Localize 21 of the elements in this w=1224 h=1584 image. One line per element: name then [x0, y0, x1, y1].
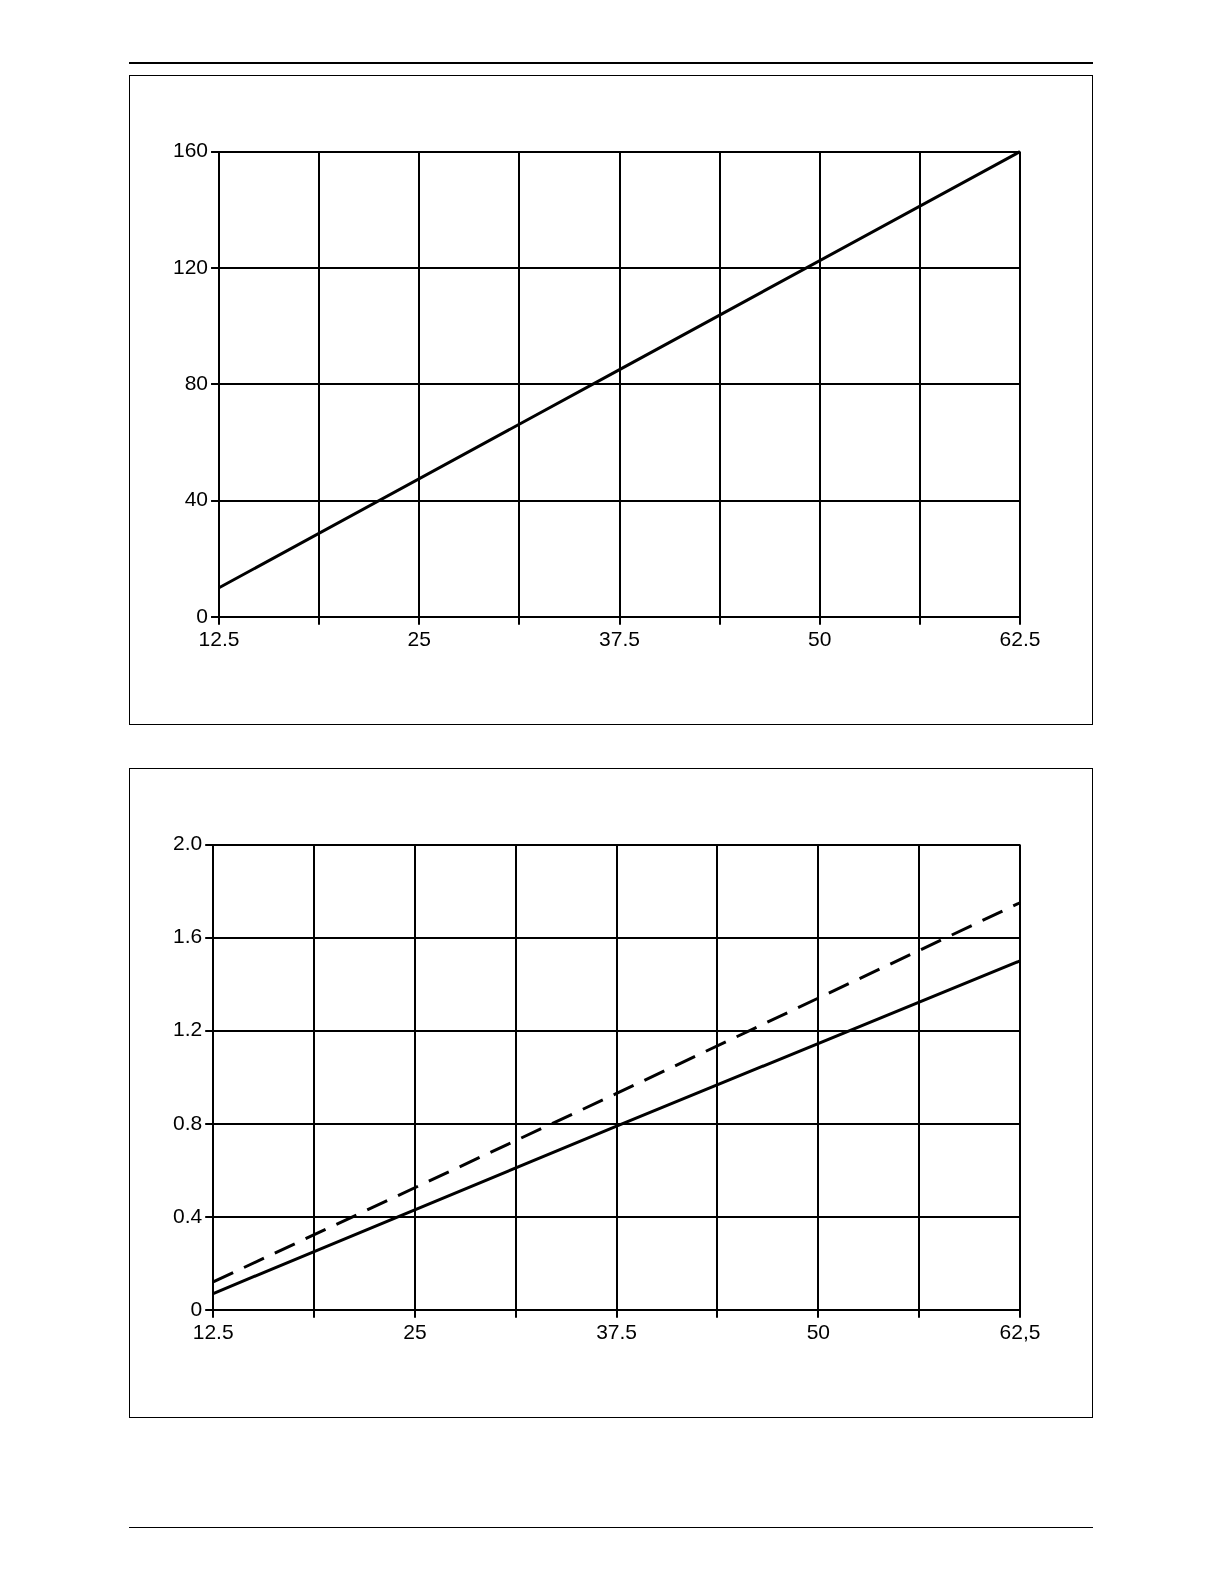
x-tick-label: 50	[808, 627, 832, 651]
y-tick-label: 0	[190, 1296, 203, 1320]
y-tick-label: 120	[172, 254, 209, 278]
y-tick-label: 1.6	[172, 924, 203, 948]
y-tick-label: 40	[184, 487, 209, 511]
x-tick-label: 62,5	[999, 1320, 1041, 1344]
x-tick-label: 37.5	[596, 1320, 638, 1344]
x-tick-label: 50	[806, 1320, 830, 1344]
y-tick-label: 80	[184, 371, 209, 394]
y-tick-label: 0.4	[172, 1203, 203, 1227]
y-tick-label: 0.8	[172, 1110, 203, 1134]
y-tick-label: 0	[196, 603, 209, 627]
y-tick-label: 1.2	[172, 1017, 203, 1041]
y-tick-label: 2.0	[172, 831, 203, 855]
x-tick-label: 12.5	[198, 627, 240, 651]
x-tick-label: 62.5	[999, 627, 1041, 651]
x-tick-label: 25	[403, 1320, 427, 1344]
x-tick-label: 37.5	[599, 627, 640, 651]
y-tick-label: 160	[172, 138, 209, 162]
x-tick-label: 12.5	[192, 1320, 234, 1344]
x-tick-label: 25	[407, 627, 431, 651]
